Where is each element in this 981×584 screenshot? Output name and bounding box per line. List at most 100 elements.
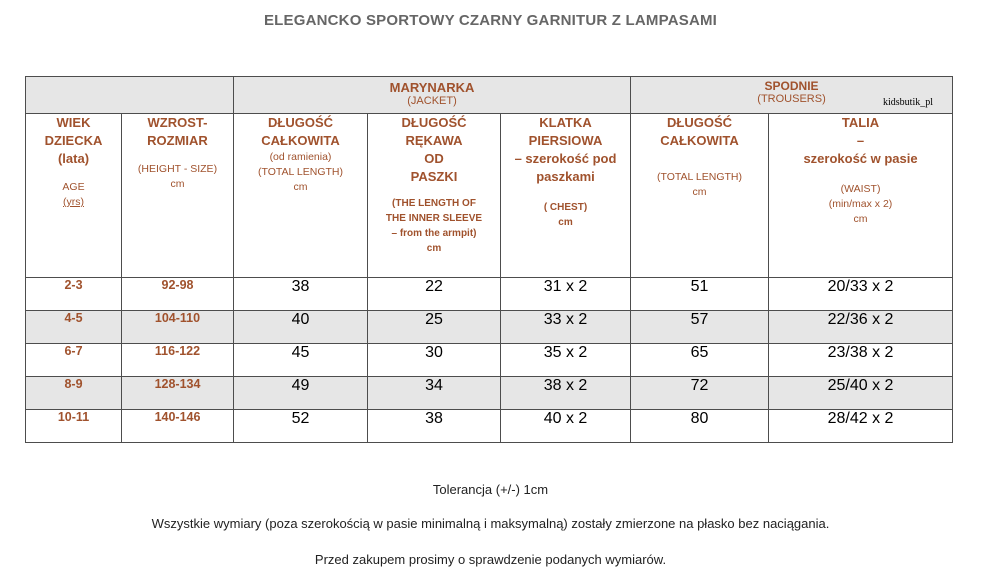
- header-trousers-length: DŁUGOŚĆ CAŁKOWITA (TOTAL LENGTH) cm: [630, 113, 770, 278]
- header-label: WIEK: [56, 115, 91, 130]
- header-label: KLATKA: [539, 115, 592, 130]
- group-header-row: MARYNARKA (JACKET) SPODNIE (TROUSERS): [25, 76, 954, 114]
- header-label: PIERSIOWA: [528, 133, 603, 148]
- header-sub: – from the armpit): [391, 228, 477, 239]
- cell-sleeve: 25: [367, 310, 501, 344]
- header-label: DŁUGOŚĆ: [667, 115, 733, 130]
- header-sub: AGE: [62, 181, 85, 193]
- header-label: paszkami: [536, 169, 595, 184]
- cell-chest: 33 x 2: [499, 310, 632, 344]
- group-trousers: SPODNIE (TROUSERS): [630, 76, 954, 114]
- header-label: DŁUGOŚĆ: [401, 115, 467, 130]
- header-sub: (THE LENGTH OF: [392, 198, 476, 209]
- cell-jacket-length: 38: [233, 277, 368, 311]
- header-height: WZROST- ROZMIAR (HEIGHT - SIZE) cm: [121, 113, 234, 278]
- table-row: 10-11 140-146 52 38 40 x 2 80 28/42 x 2: [25, 409, 954, 443]
- cell-height: 140-146: [121, 409, 234, 443]
- cell-trousers-length: 72: [630, 376, 770, 410]
- cell-waist: 25/40 x 2: [768, 376, 954, 410]
- cell-age: 10-11: [25, 409, 122, 443]
- page-title: ELEGANCKO SPORTOWY CZARNY GARNITUR Z LAM…: [263, 12, 718, 29]
- header-label: RĘKAWA: [405, 133, 463, 148]
- header-label: WZROST-: [147, 115, 208, 130]
- header-label: – szerokość pod: [514, 151, 617, 166]
- cell-sleeve: 34: [367, 376, 501, 410]
- header-sub: cm: [558, 217, 573, 228]
- header-sub: (HEIGHT - SIZE): [137, 163, 218, 175]
- cell-height: 128-134: [121, 376, 234, 410]
- header-sub: THE INNER SLEEVE: [385, 213, 483, 224]
- header-sub: (TOTAL LENGTH): [258, 166, 343, 178]
- cell-jacket-length: 52: [233, 409, 368, 443]
- header-age: WIEK DZIECKA (lata) AGE (yrs): [25, 113, 122, 278]
- header-label: OD: [424, 151, 444, 166]
- table-row: 2-3 92-98 38 22 31 x 2 51 20/33 x 2: [25, 277, 954, 311]
- header-label: PASZKI: [410, 169, 458, 184]
- cell-chest: 38 x 2: [499, 376, 632, 410]
- cell-waist: 28/42 x 2: [768, 409, 954, 443]
- cell-trousers-length: 51: [630, 277, 770, 311]
- header-sub: (TOTAL LENGTH): [657, 171, 742, 183]
- cell-age: 8-9: [25, 376, 122, 410]
- header-sub: (yrs): [63, 196, 84, 208]
- header-label: DŁUGOŚĆ: [268, 115, 333, 130]
- header-sub: cm: [170, 178, 185, 190]
- header-sub: cm: [293, 181, 308, 193]
- header-label: CAŁKOWITA: [261, 133, 340, 148]
- cell-sleeve: 22: [367, 277, 501, 311]
- header-label: ROZMIAR: [147, 133, 208, 148]
- header-sub: (WAIST): [840, 183, 881, 195]
- cell-height: 116-122: [121, 343, 234, 377]
- column-header-row: WIEK DZIECKA (lata) AGE (yrs) WZROST- RO…: [25, 113, 954, 278]
- header-sub: cm: [692, 186, 707, 198]
- cell-waist: 23/38 x 2: [768, 343, 954, 377]
- header-sub: ( CHEST): [543, 202, 588, 213]
- group-trousers-label: SPODNIE: [764, 79, 819, 93]
- cell-age: 6-7: [25, 343, 122, 377]
- measurement-note: Wszystkie wymiary (poza szerokością w pa…: [151, 516, 830, 531]
- header-sub: cm: [853, 213, 868, 225]
- header-label: TALIA: [841, 115, 880, 130]
- cell-sleeve: 38: [367, 409, 501, 443]
- group-jacket: MARYNARKA (JACKET): [232, 76, 632, 114]
- header-label: DZIECKA: [44, 133, 103, 148]
- header-chest: KLATKA PIERSIOWA – szerokość pod paszkam…: [499, 113, 632, 278]
- table-row: 6-7 116-122 45 30 35 x 2 65 23/38 x 2: [25, 343, 954, 377]
- size-table: MARYNARKA (JACKET) SPODNIE (TROUSERS) WI…: [25, 76, 954, 443]
- group-trousers-sub: (TROUSERS): [757, 93, 826, 105]
- cell-sleeve: 30: [367, 343, 501, 377]
- group-jacket-sub: (JACKET): [407, 95, 457, 107]
- group-blank-cell: [25, 76, 234, 114]
- cell-age: 2-3: [25, 277, 122, 311]
- table-row: 4-5 104-110 40 25 33 x 2 57 22/36 x 2: [25, 310, 954, 344]
- group-jacket-label: MARYNARKA: [389, 80, 475, 95]
- header-jacket-length: DŁUGOŚĆ CAŁKOWITA (od ramienia) (TOTAL L…: [233, 113, 368, 278]
- cell-chest: 40 x 2: [499, 409, 632, 443]
- cell-waist: 22/36 x 2: [768, 310, 954, 344]
- cell-height: 104-110: [121, 310, 234, 344]
- header-waist: TALIA – szerokość w pasie (WAIST) (min/m…: [768, 113, 954, 278]
- header-sub: (od ramienia): [269, 151, 332, 163]
- header-sub: (min/max x 2): [828, 198, 893, 210]
- cell-trousers-length: 57: [630, 310, 770, 344]
- cell-jacket-length: 40: [233, 310, 368, 344]
- cell-age: 4-5: [25, 310, 122, 344]
- watermark: kidsbutik_pl: [883, 97, 934, 108]
- tolerance-note: Tolerancja (+/-) 1cm: [432, 482, 549, 497]
- cell-trousers-length: 65: [630, 343, 770, 377]
- header-sleeve: DŁUGOŚĆ RĘKAWA OD PASZKI (THE LENGTH OF …: [367, 113, 501, 278]
- cell-chest: 31 x 2: [499, 277, 632, 311]
- header-label: szerokość w pasie: [803, 151, 918, 166]
- cell-waist: 20/33 x 2: [768, 277, 954, 311]
- cell-jacket-length: 45: [233, 343, 368, 377]
- check-note: Przed zakupem prosimy o sprawdzenie poda…: [314, 552, 667, 567]
- table-row: 8-9 128-134 49 34 38 x 2 72 25/40 x 2: [25, 376, 954, 410]
- header-label: (lata): [57, 151, 90, 166]
- header-label: –: [856, 133, 865, 148]
- cell-height: 92-98: [121, 277, 234, 311]
- cell-chest: 35 x 2: [499, 343, 632, 377]
- header-sub: cm: [426, 243, 442, 254]
- cell-jacket-length: 49: [233, 376, 368, 410]
- header-label: CAŁKOWITA: [660, 133, 739, 148]
- cell-trousers-length: 80: [630, 409, 770, 443]
